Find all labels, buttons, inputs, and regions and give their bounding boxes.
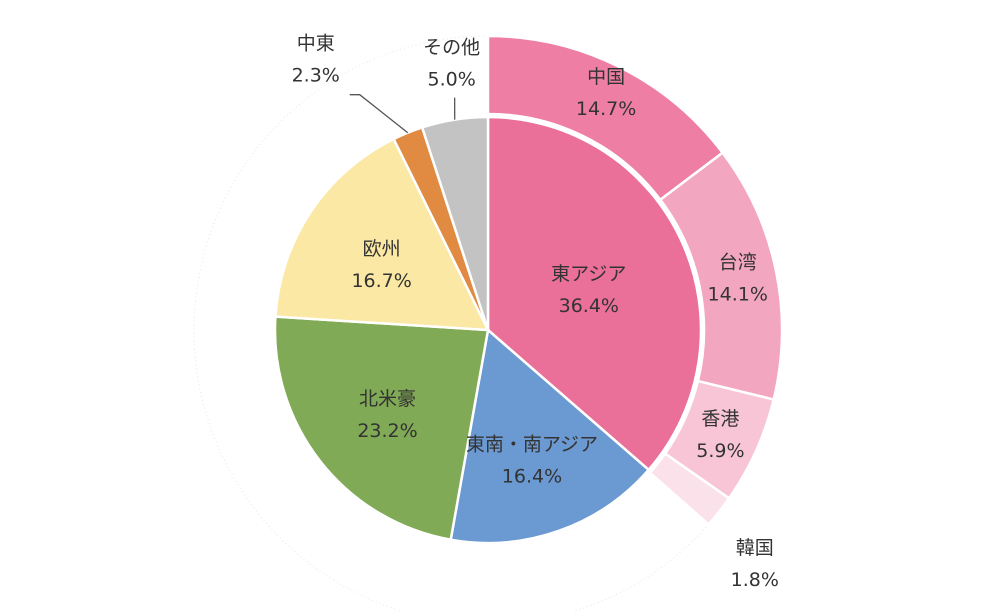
inner-1-name-label: 東南・南アジア xyxy=(466,434,598,456)
leader-line-inner-4 xyxy=(349,94,409,134)
outer-3-name-label: 韓国 xyxy=(736,537,774,559)
outer-2-value-label: 5.9% xyxy=(696,440,744,462)
inner-0-value-label: 36.4% xyxy=(559,295,619,317)
outer-0-value-label: 14.7% xyxy=(576,98,636,120)
inner-1-value-label: 16.4% xyxy=(502,466,562,488)
inner-pie xyxy=(273,115,703,545)
outer-slice-3 xyxy=(648,451,731,527)
outer-2-name-label: 香港 xyxy=(701,408,739,430)
data-labels: 東アジア 36.4% 東南・南アジア 16.4% 北米豪 23.2% 欧州 16.7% 中国 14… xyxy=(292,33,779,591)
outer-0-name-label: 中国 xyxy=(587,66,625,88)
outer-ring xyxy=(486,34,784,527)
outer-3-value-label: 1.8% xyxy=(731,569,779,591)
inner-slice-1 xyxy=(449,327,651,545)
inner-2-value-label: 23.2% xyxy=(357,420,417,442)
outer-1-value-label: 14.1% xyxy=(708,283,768,305)
outer-1-name-label: 台湾 xyxy=(719,251,757,273)
inner-slice-3 xyxy=(274,137,491,332)
inner-4-value-label: 2.3% xyxy=(292,65,340,87)
leader-lines xyxy=(349,94,456,134)
inner-3-name-label: 欧州 xyxy=(363,238,401,260)
inner-2-name-label: 北米豪 xyxy=(359,388,416,410)
inner-5-value-label: 5.0% xyxy=(428,69,476,91)
inner-3-value-label: 16.7% xyxy=(351,270,411,292)
inner-5-name-label: その他 xyxy=(423,37,480,59)
inner-slice-0 xyxy=(486,115,703,472)
inner-slice-2 xyxy=(273,315,490,542)
inner-0-name-label: 東アジア xyxy=(551,263,626,285)
inner-4-name-label: 中東 xyxy=(297,33,335,55)
